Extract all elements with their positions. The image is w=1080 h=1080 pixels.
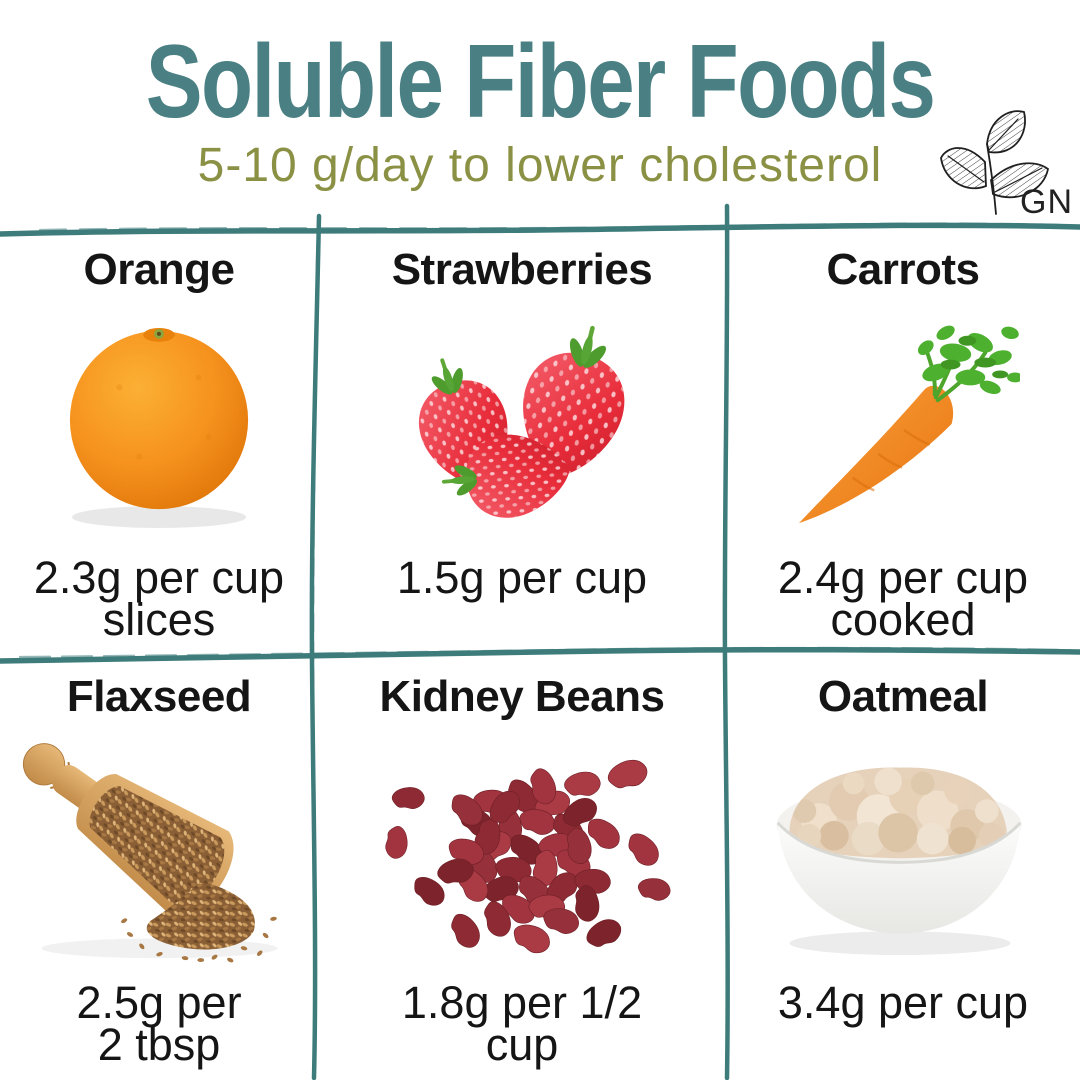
serving-line: cup	[485, 1019, 559, 1070]
serving-line: slices	[102, 594, 216, 645]
food-grid: Orange	[0, 228, 1080, 1080]
serving-line: 3.4g per cup	[777, 977, 1029, 1028]
food-name: Orange	[83, 245, 235, 294]
leaf-sprig-icon: GN	[940, 110, 1073, 221]
food-name: Strawberries	[391, 245, 653, 294]
strawberries-icon	[318, 292, 726, 557]
food-name: Oatmeal	[817, 672, 989, 721]
serving-line: 1.5g per cup	[396, 552, 648, 603]
carrot-icon	[726, 292, 1080, 557]
food-name: Flaxseed	[66, 672, 252, 721]
food-serving: 2.4g per cup cooked	[778, 555, 1028, 645]
food-cell-flaxseed: Flaxseed	[0, 655, 318, 1080]
oatmeal-bowl-icon	[726, 719, 1080, 982]
food-cell-oatmeal: Oatmeal	[726, 655, 1080, 1080]
logo-text: GN	[1020, 183, 1073, 221]
serving-line: 1.8g per 1/2	[401, 977, 643, 1028]
food-name: Kidney Beans	[379, 672, 665, 721]
food-serving: 1.5g per cup	[397, 555, 647, 643]
flaxseed-scoop-icon	[0, 719, 318, 982]
header: Soluble Fiber Foods 5-10 g/day to lower …	[0, 0, 1080, 228]
food-serving: 2.5g per 2 tbsp	[76, 980, 241, 1070]
food-serving: 2.3g per cup slices	[34, 555, 284, 645]
serving-line: 2 tbsp	[97, 1019, 221, 1070]
serving-line: 2.4g per cup	[777, 552, 1029, 603]
serving-line: 2.3g per cup	[33, 552, 285, 603]
kidney-beans-icon	[318, 719, 726, 982]
orange-icon	[0, 292, 318, 557]
food-cell-strawberries: Strawberries	[318, 228, 726, 655]
serving-line: cooked	[830, 594, 976, 645]
food-serving: 1.8g per 1/2 cup	[402, 980, 642, 1070]
food-cell-orange: Orange	[0, 228, 318, 655]
serving-line: 2.5g per	[76, 977, 242, 1028]
page-subtitle: 5-10 g/day to lower cholesterol	[197, 139, 883, 192]
food-serving: 3.4g per cup	[778, 980, 1028, 1068]
page-title: Soluble Fiber Foods	[145, 24, 936, 140]
food-cell-kidney-beans: Kidney Beans	[318, 655, 726, 1080]
food-cell-carrots: Carrots	[726, 228, 1080, 655]
food-name: Carrots	[826, 245, 981, 294]
